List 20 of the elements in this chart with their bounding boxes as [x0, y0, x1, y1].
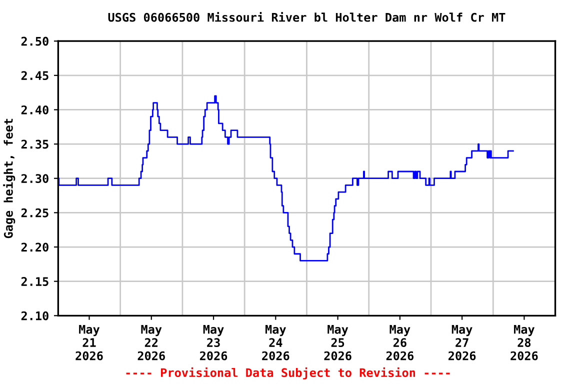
y-tick-label: 2.50 [21, 36, 48, 46]
x-tick-label: May 28 2026 [510, 325, 538, 360]
chart-title: USGS 06066500 Missouri River bl Holter Dam nr Wolf Cr MT [108, 12, 506, 22]
y-tick-label: 2.15 [21, 277, 48, 286]
x-tick-label: May 26 2026 [386, 325, 414, 360]
y-axis-title: Gage height, feet [3, 118, 16, 238]
y-tick-label: 2.20 [21, 242, 48, 252]
y-tick-label: 2.40 [21, 105, 48, 114]
x-tick-label: May 23 2026 [200, 325, 228, 360]
y-tick-label: 2.35 [21, 140, 48, 149]
x-tick-label: May 21 2026 [76, 325, 103, 360]
x-tick-label: May 25 2026 [324, 325, 352, 360]
y-tick-label: 2.30 [21, 174, 48, 184]
x-tick-label: May 22 2026 [138, 325, 165, 360]
y-tick-label: 2.10 [21, 311, 48, 320]
y-tick-label: 2.45 [21, 71, 48, 80]
x-tick-label: May 27 2026 [448, 325, 476, 360]
text: ---- Provisional Data Subject to Revision ---- [126, 367, 450, 380]
x-tick-label: May 24 2026 [262, 325, 290, 360]
y-tick-label: 2.25 [21, 208, 48, 218]
